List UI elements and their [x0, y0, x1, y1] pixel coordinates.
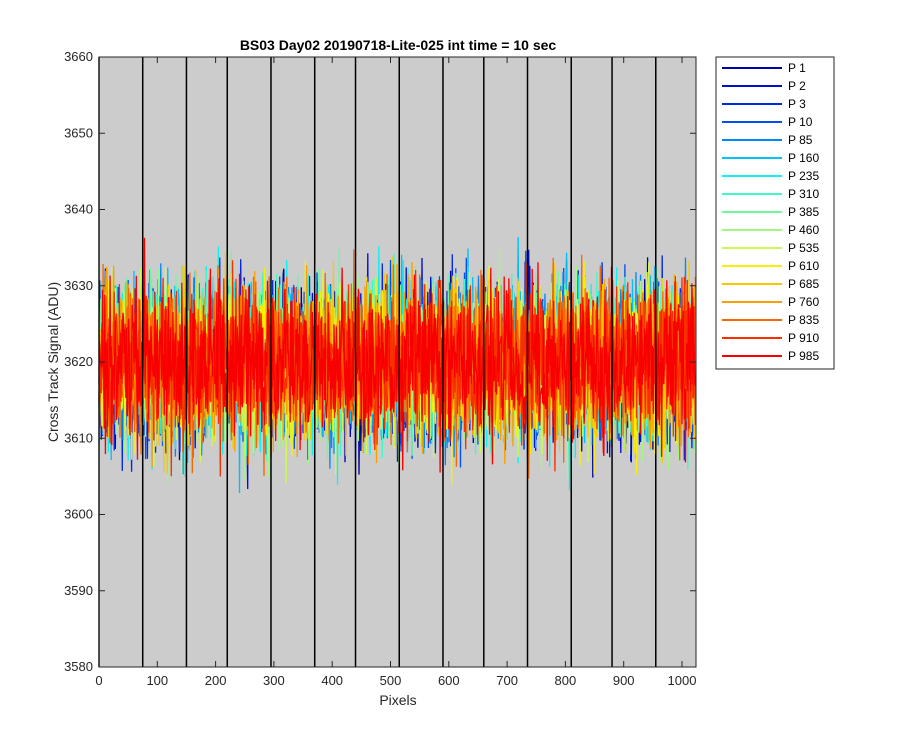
legend-entry-label: P 310	[788, 187, 819, 201]
x-axis-label: Pixels	[379, 692, 416, 708]
legend-entry-label: P 2	[788, 79, 806, 93]
legend-entry-label: P 160	[788, 151, 819, 165]
y-tick-label: 3610	[64, 430, 93, 445]
y-tick-label: 3600	[64, 507, 93, 522]
y-tick-label: 3640	[64, 202, 93, 217]
legend-entry-label: P 10	[788, 115, 813, 129]
series-line-p-985	[98, 237, 697, 473]
legend-entry-label: P 610	[788, 259, 819, 273]
legend-entry-label: P 910	[788, 331, 819, 345]
y-tick-label: 3630	[64, 278, 93, 293]
x-tick-label: 100	[146, 673, 168, 688]
x-tick-label: 0	[95, 673, 102, 688]
y-axis-label: Cross Track Signal (ADU)	[45, 282, 61, 442]
x-tick-label: 900	[613, 673, 635, 688]
chart-title: BS03 Day02 20190718-Lite-025 int time = …	[240, 37, 557, 53]
x-tick-label: 500	[380, 673, 402, 688]
legend-entry-label: P 835	[788, 313, 819, 327]
series-layer	[98, 237, 697, 494]
x-tick-label: 600	[438, 673, 460, 688]
legend-entry-label: P 85	[788, 133, 813, 147]
x-tick-label: 800	[555, 673, 577, 688]
legend-entry-label: P 235	[788, 169, 819, 183]
x-tick-label: 1000	[668, 673, 697, 688]
x-tick-label: 200	[205, 673, 227, 688]
legend-entry-label: P 1	[788, 61, 806, 75]
legend-entry-label: P 685	[788, 277, 819, 291]
legend-entry-label: P 760	[788, 295, 819, 309]
y-axis: 3580 3590 3600 3610 3620 3630 3640 3650 3660	[64, 49, 696, 674]
x-tick-label: 700	[496, 673, 518, 688]
legend-entry-label: P 460	[788, 223, 819, 237]
x-tick-label: 300	[263, 673, 285, 688]
x-tick-label: 400	[321, 673, 343, 688]
legend: P 1 P 2 P 3 P 10 P 85 P 160 P 235 P 310 P 385 P 4…	[715, 56, 835, 370]
y-tick-label: 3590	[64, 583, 93, 598]
x-axis: 0 100 200 300 400 500 600 700 800 900 1000	[95, 57, 696, 688]
y-tick-label: 3660	[64, 49, 93, 64]
legend-entry-label: P 385	[788, 205, 819, 219]
y-tick-label: 3580	[64, 659, 93, 674]
legend-entry-label: P 985	[788, 349, 819, 363]
legend-entry-label: P 3	[788, 97, 806, 111]
legend-entry-label: P 535	[788, 241, 819, 255]
plot-area	[98, 56, 697, 668]
y-tick-label: 3620	[64, 354, 93, 369]
y-tick-label: 3650	[64, 125, 93, 140]
